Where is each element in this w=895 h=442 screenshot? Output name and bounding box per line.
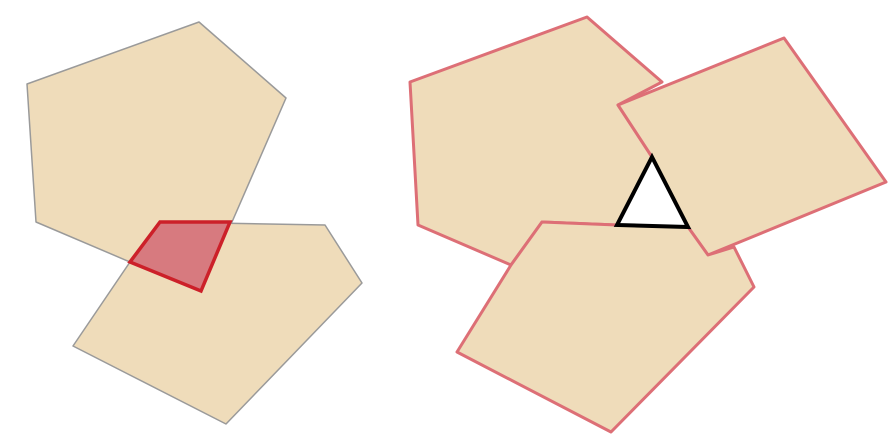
intersection-region bbox=[127, 220, 233, 294]
intersection-panel bbox=[26, 21, 363, 425]
gap-triangle bbox=[613, 152, 692, 230]
gap-panel bbox=[408, 15, 888, 434]
